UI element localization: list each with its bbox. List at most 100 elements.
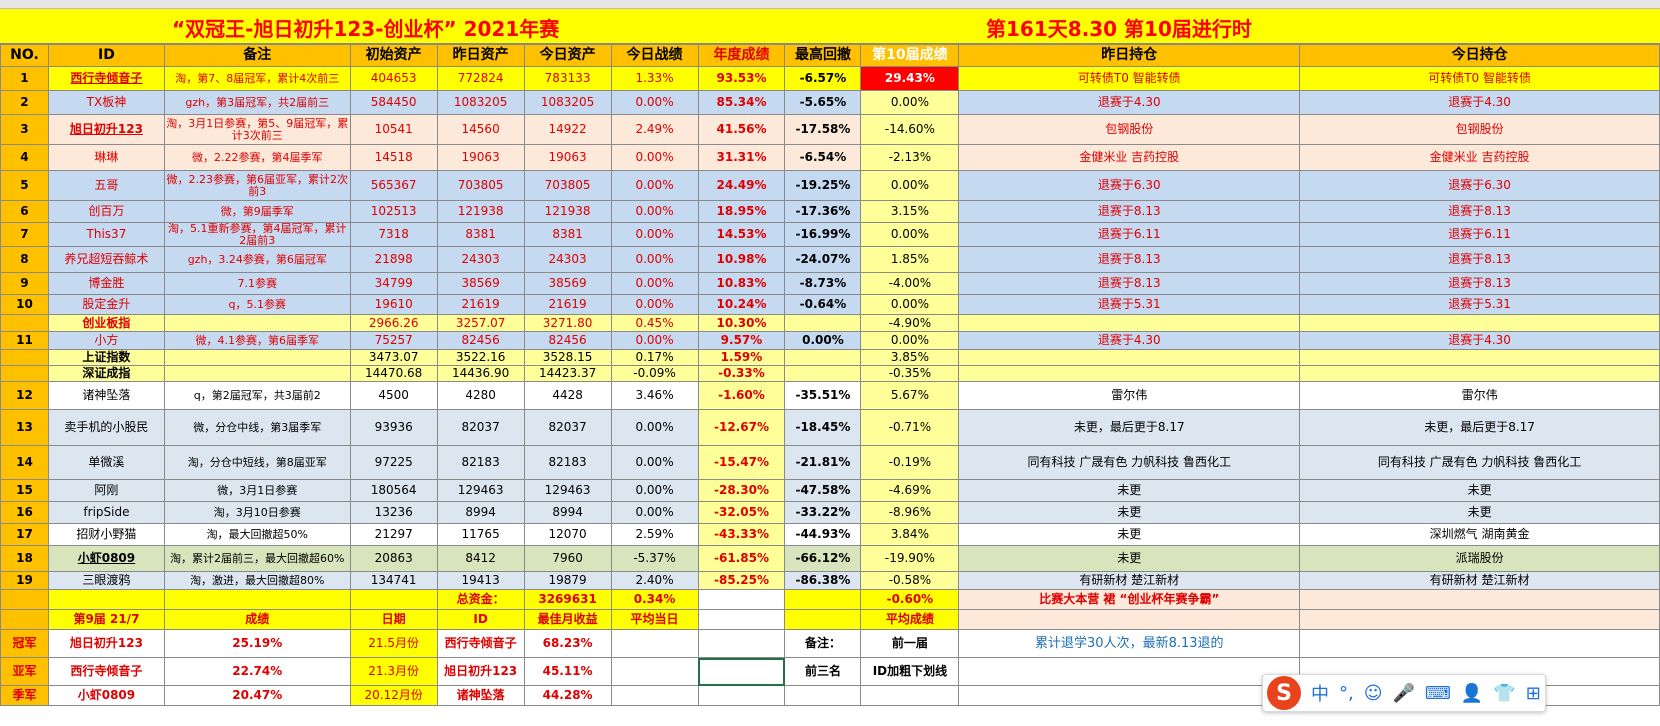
today-holdings[interactable]: 退赛于6.11 — [1299, 221, 1660, 248]
tenth-result[interactable]: 3.84% — [860, 523, 960, 547]
rank-cell[interactable]: 7 — [0, 221, 49, 248]
annual-result[interactable]: -61.85% — [697, 545, 786, 573]
today-holdings[interactable]: 可转债T0 智能转债 — [1299, 66, 1660, 91]
empty-cell[interactable] — [1299, 629, 1660, 659]
column-header[interactable]: 今日战绩 — [610, 44, 699, 67]
note-cell[interactable]: q，5.1参赛 — [163, 294, 351, 316]
rank-cell[interactable]: 3 — [0, 114, 49, 145]
total-value[interactable]: 3269631 — [523, 589, 612, 611]
tenth-result[interactable]: -14.60% — [860, 114, 960, 145]
today-holdings[interactable]: 未更 — [1299, 501, 1660, 525]
player-id[interactable]: 股定金升 — [47, 294, 165, 316]
tenth-result[interactable]: -8.96% — [860, 501, 960, 525]
empty-cell[interactable] — [784, 589, 862, 611]
today-assets[interactable]: 14922 — [523, 114, 612, 145]
daily-result[interactable]: 0.45% — [610, 314, 699, 333]
daily-result[interactable]: 2.49% — [610, 114, 699, 145]
total-daily[interactable]: 0.34% — [610, 589, 699, 611]
total-label[interactable]: 总资金： — [436, 589, 525, 611]
yesterday-assets[interactable]: 82456 — [436, 331, 525, 351]
empty-cell[interactable] — [697, 685, 786, 707]
yesterday-assets[interactable]: 24303 — [436, 246, 525, 274]
yesterday-assets[interactable]: 772824 — [436, 66, 525, 91]
today-holdings[interactable]: 深圳燃气 湖南黄金 — [1299, 523, 1660, 547]
daily-result[interactable]: -5.37% — [610, 545, 699, 573]
today-holdings[interactable]: 退赛于8.13 — [1299, 200, 1660, 223]
rank-cell[interactable]: 18 — [0, 545, 49, 573]
yesterday-holdings[interactable]: 退赛于6.30 — [958, 170, 1301, 201]
annual-result[interactable]: -12.67% — [697, 409, 786, 447]
max-drawdown[interactable]: -18.45% — [784, 409, 862, 447]
initial-assets[interactable]: 21898 — [349, 246, 438, 274]
yesterday-holdings[interactable]: 未更 — [958, 501, 1301, 525]
note-cell[interactable]: 7.1参赛 — [163, 272, 351, 296]
empty-cell[interactable] — [958, 609, 1301, 631]
daily-result[interactable]: 0.00% — [610, 294, 699, 316]
note-cell[interactable] — [163, 365, 351, 383]
initial-assets[interactable]: 34799 — [349, 272, 438, 296]
today-holdings[interactable]: 退赛于5.31 — [1299, 294, 1660, 316]
player-id[interactable]: 招财小野猫 — [47, 523, 165, 547]
max-drawdown[interactable]: 0.00% — [784, 331, 862, 351]
rank-cell[interactable]: 15 — [0, 479, 49, 503]
annual-result[interactable]: 1.59% — [697, 349, 786, 367]
max-drawdown[interactable]: -17.36% — [784, 200, 862, 223]
initial-assets[interactable]: 7318 — [349, 221, 438, 248]
podium-id[interactable]: 诸神坠落 — [436, 685, 525, 707]
yesterday-assets[interactable]: 82037 — [436, 409, 525, 447]
max-drawdown[interactable]: -24.07% — [784, 246, 862, 274]
tenth-result[interactable]: 0.00% — [860, 221, 960, 248]
initial-assets[interactable]: 2966.26 — [349, 314, 438, 333]
podium-name[interactable]: 旭日初升123 — [47, 629, 165, 659]
daily-result[interactable]: 0.00% — [610, 200, 699, 223]
rank-cell[interactable]: 9 — [0, 272, 49, 296]
yesterday-holdings[interactable]: 未更 — [958, 523, 1301, 547]
tenth-result[interactable]: 0.00% — [860, 90, 960, 115]
tenth-result[interactable]: -0.19% — [860, 445, 960, 481]
podium-rank[interactable]: 季军 — [0, 685, 49, 707]
rank-cell[interactable] — [0, 314, 49, 333]
today-holdings[interactable]: 退赛于4.30 — [1299, 331, 1660, 351]
rank-cell[interactable]: 5 — [0, 170, 49, 201]
empty-cell[interactable] — [697, 629, 786, 659]
max-drawdown[interactable] — [784, 349, 862, 367]
today-holdings[interactable]: 雷尔伟 — [1299, 381, 1660, 411]
tenth-result[interactable]: 5.67% — [860, 381, 960, 411]
yesterday-assets[interactable]: 121938 — [436, 200, 525, 223]
yesterday-holdings[interactable]: 未更 — [958, 545, 1301, 573]
today-holdings[interactable] — [1299, 349, 1660, 367]
daily-result[interactable]: 0.00% — [610, 501, 699, 525]
tenth-result[interactable]: -2.13% — [860, 144, 960, 171]
player-id[interactable]: 阿刚 — [47, 479, 165, 503]
player-id[interactable]: 小方 — [47, 331, 165, 351]
annual-result[interactable]: 93.53% — [697, 66, 786, 91]
note-cell[interactable]: 微，分仓中线，第3届季军 — [163, 409, 351, 447]
podium-best[interactable]: 68.23% — [523, 629, 612, 659]
ime-toolbar[interactable]: S 中 °, ☺ 🎤 ⌨ 👤 👕 ⊞ — [1262, 674, 1546, 712]
tenth-result[interactable]: 1.85% — [860, 246, 960, 274]
ninth-col-avgscore[interactable]: 平均成绩 — [860, 609, 960, 631]
tenth-result[interactable]: -0.35% — [860, 365, 960, 383]
podium-date[interactable]: 20.12月份 — [349, 685, 438, 707]
player-id[interactable]: 西行寺倾音子 — [47, 66, 165, 91]
empty-cell[interactable] — [697, 589, 786, 611]
today-assets[interactable]: 129463 — [523, 479, 612, 503]
yesterday-assets[interactable]: 3522.16 — [436, 349, 525, 367]
tenth-result[interactable]: 0.00% — [860, 331, 960, 351]
ninth-col-avg[interactable]: 平均当日 — [610, 609, 699, 631]
annual-result[interactable]: 10.98% — [697, 246, 786, 274]
remark-value[interactable] — [860, 685, 960, 707]
note-cell[interactable]: 淘，最大回撤超50% — [163, 523, 351, 547]
player-id[interactable]: 五哥 — [47, 170, 165, 201]
today-holdings[interactable]: 未更，最后更于8.17 — [1299, 409, 1660, 447]
initial-assets[interactable]: 14470.68 — [349, 365, 438, 383]
rank-cell[interactable]: 2 — [0, 90, 49, 115]
today-assets[interactable]: 21619 — [523, 294, 612, 316]
column-header[interactable]: 第10届成绩 — [860, 44, 960, 67]
daily-result[interactable]: 0.00% — [610, 221, 699, 248]
today-holdings[interactable]: 退赛于6.30 — [1299, 170, 1660, 201]
ninth-title[interactable]: 第9届 21/7 — [47, 609, 165, 631]
podium-name[interactable]: 小虾0809 — [47, 685, 165, 707]
tenth-result[interactable]: 3.85% — [860, 349, 960, 367]
dropout-note[interactable] — [958, 657, 1301, 687]
